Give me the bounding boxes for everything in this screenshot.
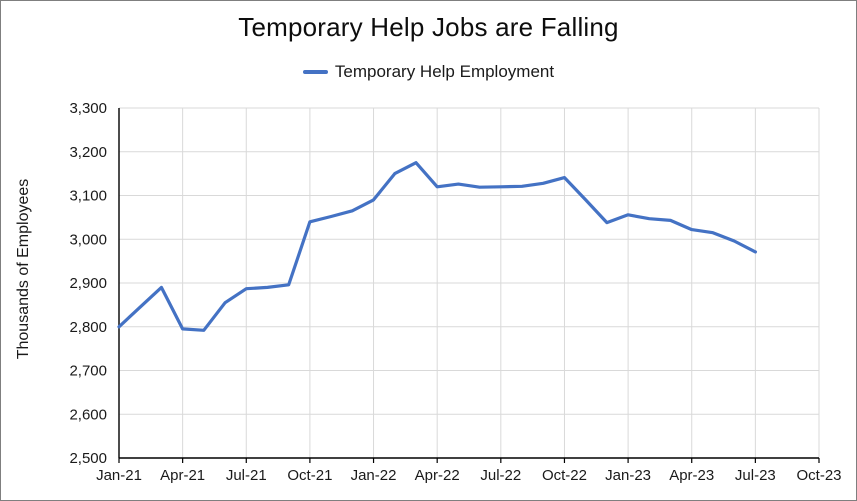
- x-tick-label: Jul-21: [226, 467, 267, 484]
- y-tick-label: 2,500: [69, 450, 107, 467]
- x-tick-label: Apr-22: [415, 467, 460, 484]
- x-tick-label: Jan-21: [96, 467, 142, 484]
- y-tick-label: 2,900: [69, 275, 107, 292]
- y-tick-label: 3,000: [69, 231, 107, 248]
- y-tick-label: 3,100: [69, 188, 107, 205]
- x-tick-label: Jul-22: [480, 467, 521, 484]
- chart-title: Temporary Help Jobs are Falling: [238, 12, 619, 42]
- x-tick-label: Jul-23: [735, 467, 776, 484]
- y-tick-label: 3,200: [69, 144, 107, 161]
- x-tick-label: Jan-23: [605, 467, 651, 484]
- y-tick-label: 2,700: [69, 363, 107, 380]
- series-line: [117, 161, 758, 332]
- legend-line-marker-icon: [302, 70, 328, 74]
- y-tick-label: 3,300: [69, 100, 107, 117]
- x-tick-label: Oct-23: [796, 467, 841, 484]
- x-tick-label: Jan-22: [351, 467, 397, 484]
- legend-label: Temporary Help Employment: [334, 62, 555, 81]
- y-tick-label: 2,600: [69, 406, 107, 423]
- legend: Temporary Help Employment: [1, 62, 856, 82]
- x-tick-label: Apr-23: [669, 467, 714, 484]
- y-tick-label: 2,800: [69, 319, 107, 336]
- x-tick-label: Oct-22: [542, 467, 587, 484]
- x-tick-label: Apr-21: [160, 467, 205, 484]
- x-tick-label: Oct-21: [287, 467, 332, 484]
